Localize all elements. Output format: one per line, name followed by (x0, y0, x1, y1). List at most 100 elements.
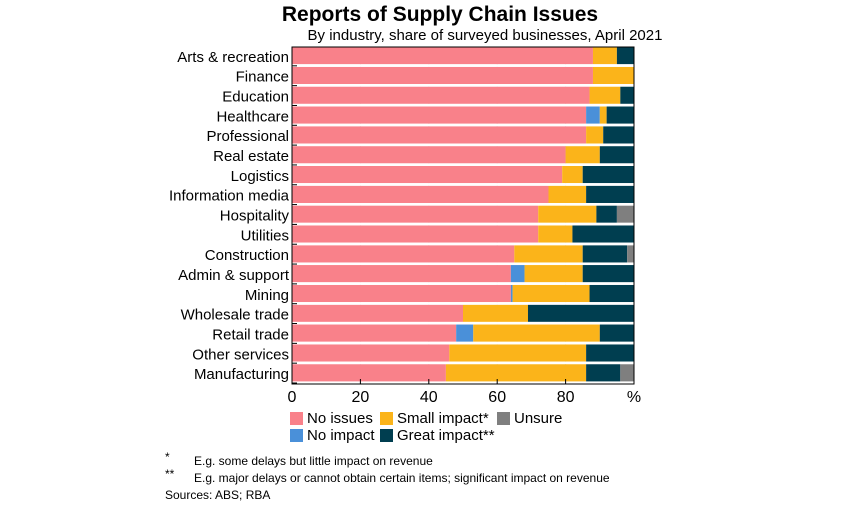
category-label: Utilities (241, 227, 289, 244)
bar-segment-small-impact (445, 364, 587, 382)
category-label: Professional (206, 128, 289, 145)
bar-segment-great-impact (599, 324, 634, 342)
x-tick-label: 20 (352, 389, 370, 405)
bar-segment-no-issues (292, 86, 590, 104)
category-label: Real estate (213, 148, 289, 165)
category-label: Wholesale trade (181, 307, 289, 324)
bar-segment-small-impact (463, 304, 528, 322)
bar-segment-no-issues (292, 66, 593, 85)
x-tick-label: 0 (288, 389, 297, 405)
source-note: Sources: ABS; RBA (165, 488, 271, 502)
legend-item-small-impact: Small impact* (380, 410, 489, 427)
bar-segment-small-impact (589, 86, 621, 104)
bar-segment-great-impact (620, 86, 634, 104)
bar-segment-no-impact (586, 106, 600, 124)
chart-title: Reports of Supply Chain Issues (281, 3, 599, 26)
category-label: Finance (236, 69, 289, 86)
footnote-text: E.g. major delays or cannot obtain certa… (194, 471, 610, 485)
category-label: Healthcare (216, 108, 289, 125)
bar-segment-unsure (616, 205, 634, 223)
bar-segment-small-impact (592, 66, 634, 85)
legend-swatch (380, 412, 393, 425)
bar-segment-no-issues (292, 245, 515, 263)
bar-segment-unsure (620, 364, 634, 382)
bars (292, 47, 634, 382)
legend-label: Small impact* (397, 410, 489, 427)
bar-segment-great-impact (527, 304, 634, 322)
footnote-text: E.g. some delays but little impact on re… (194, 454, 433, 468)
bar-segment-small-impact (562, 165, 583, 184)
bar-segment-no-impact (510, 284, 513, 303)
x-unit-label: % (627, 389, 641, 405)
x-tick-label: 40 (420, 389, 438, 405)
category-label: Mining (245, 287, 289, 304)
bar-segment-great-impact (582, 245, 628, 263)
bar-segment-great-impact (586, 364, 621, 382)
bar-segment-great-impact (616, 47, 634, 65)
chart-subtitle: By industry, share of surveyed businesse… (307, 27, 663, 44)
bar-segment-great-impact (582, 265, 634, 283)
bar-segment-no-issues (292, 324, 457, 342)
bar-segment-no-issues (292, 47, 593, 65)
legend-label: Unsure (514, 410, 563, 427)
stacked-bar-chart: Arts & recreation Finance Education Healthc… (169, 46, 641, 405)
legend-item-no-issues: No issues (290, 410, 373, 427)
bar-segment-no-issues (292, 344, 450, 362)
bar-segment-no-issues (292, 265, 511, 283)
bar-segment-small-impact (565, 146, 600, 164)
bar-segment-small-impact (514, 245, 583, 263)
footnote-2: ** E.g. major delays or cannot obtain ce… (165, 467, 610, 487)
legend-label: Great impact** (397, 427, 495, 444)
bar-segment-small-impact (449, 344, 587, 362)
bar-segment-great-impact (606, 106, 634, 124)
bar-segment-small-impact (512, 284, 590, 303)
bar-segment-no-impact (510, 265, 525, 283)
bar-segment-small-impact (599, 106, 607, 124)
bar-segment-small-impact (538, 225, 573, 243)
category-label: Manufacturing (194, 366, 289, 383)
bar-segment-no-issues (292, 364, 446, 382)
legend-swatch (497, 412, 510, 425)
x-tick-label: 60 (488, 389, 506, 405)
legend-label: No impact (307, 427, 375, 444)
bar-segment-great-impact (586, 344, 634, 362)
bar-segment-no-issues (292, 225, 539, 243)
bar-segment-no-issues (292, 165, 563, 184)
category-label: Retail trade (212, 326, 289, 343)
legend-item-great-impact: Great impact** (380, 427, 495, 444)
bar-segment-small-impact (592, 47, 617, 65)
x-tick-labels: 0 20 40 60 80% (288, 379, 641, 405)
bar-segment-small-impact (586, 126, 604, 144)
bar-segment-great-impact (596, 205, 617, 223)
legend-label: No issues (307, 410, 373, 427)
category-label: Other services (192, 346, 289, 363)
bar-segment-no-issues (292, 284, 511, 303)
bar-segment-great-impact (599, 146, 634, 164)
bar-segment-great-impact (603, 126, 634, 144)
category-label: Hospitality (220, 208, 290, 225)
bar-segment-great-impact (586, 185, 634, 203)
footnote-mark: ** (165, 467, 175, 481)
bar-segment-no-impact (456, 324, 474, 342)
bar-segment-small-impact (524, 265, 583, 283)
legend-item-unsure: Unsure (497, 410, 562, 427)
footnote-mark: * (165, 450, 170, 464)
legend-swatch (380, 429, 393, 442)
bar-segment-small-impact (473, 324, 600, 342)
bar-segment-no-issues (292, 185, 549, 203)
bar-segment-no-issues (292, 106, 587, 124)
footnote-1: * E.g. some delays but little impact on … (165, 450, 433, 470)
bar-segment-great-impact (589, 284, 634, 303)
category-label: Arts & recreation (177, 49, 289, 66)
legend-item-no-impact: No impact (290, 427, 375, 444)
category-label: Admin & support (178, 267, 290, 284)
plot-frame (291, 46, 635, 385)
bar-segment-no-issues (292, 205, 539, 223)
bar-segment-no-issues (292, 304, 463, 322)
category-labels: Arts & recreation Finance Education Healthc… (169, 49, 297, 384)
bar-segment-great-impact (572, 225, 634, 243)
category-label: Information media (169, 188, 290, 205)
bar-segment-small-impact (548, 185, 587, 203)
x-tick-label: 80 (557, 389, 575, 405)
category-label: Logistics (231, 168, 289, 185)
